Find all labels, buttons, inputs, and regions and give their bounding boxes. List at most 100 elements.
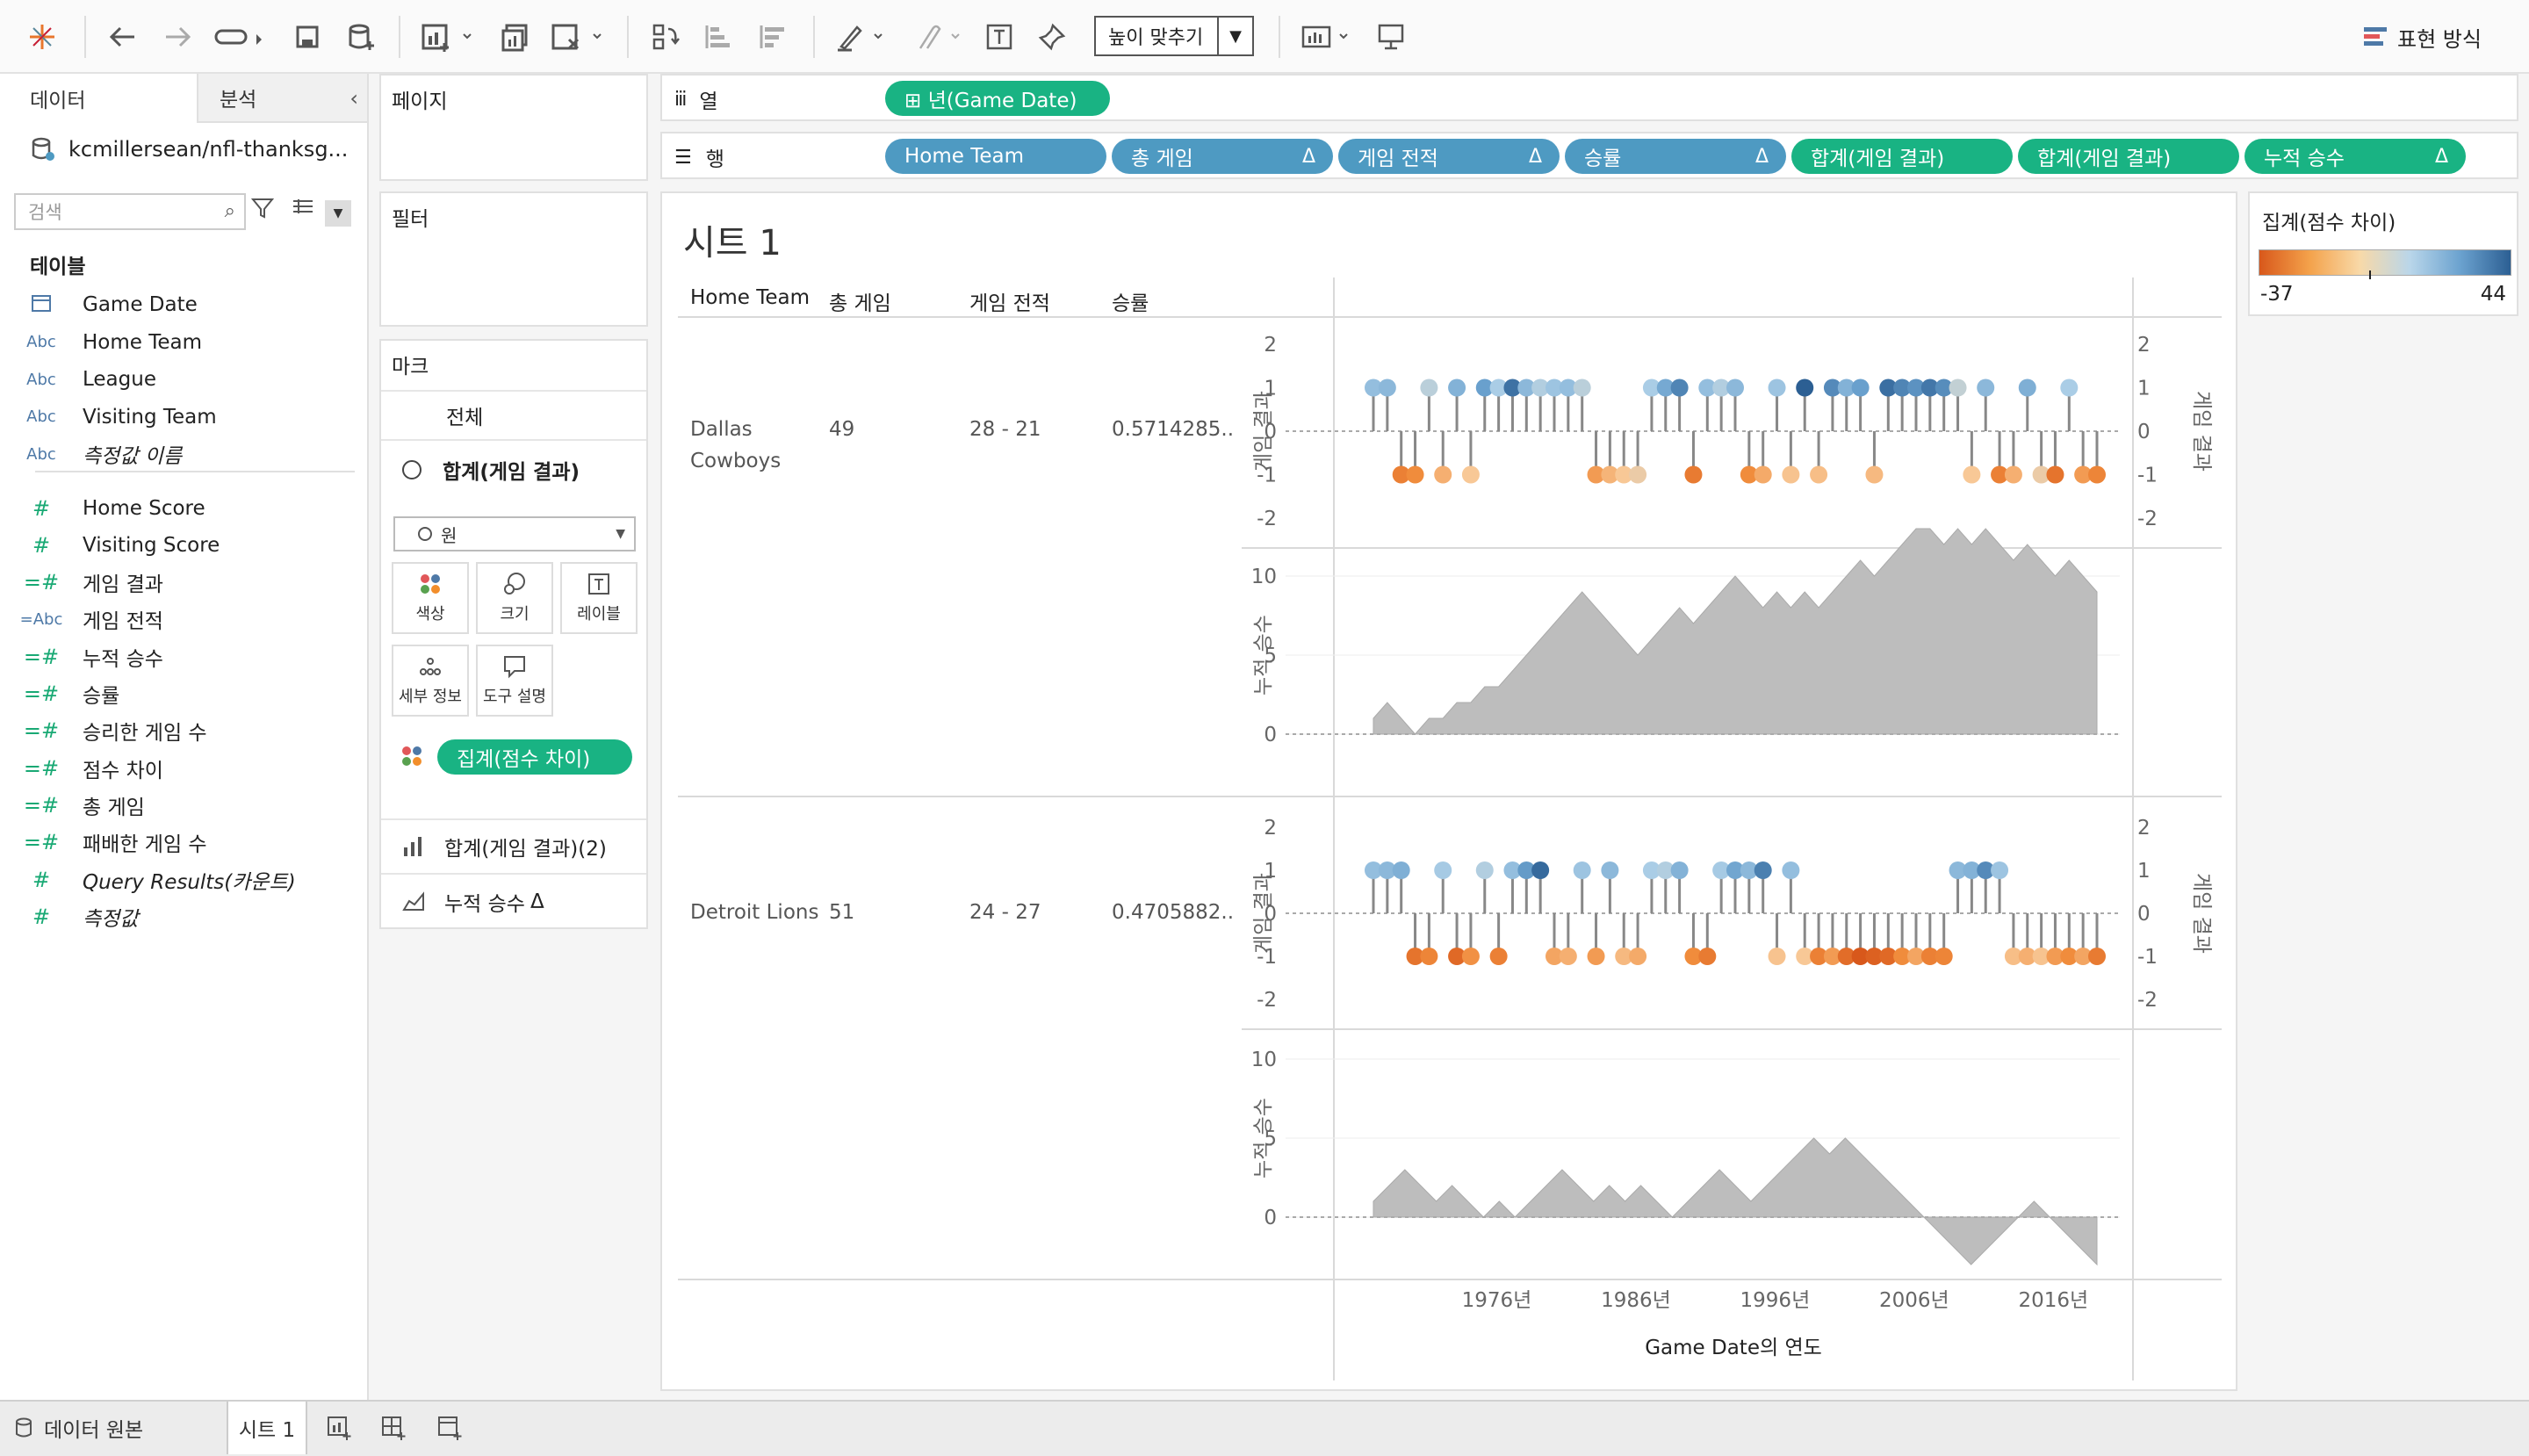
result-point[interactable] xyxy=(1406,465,1424,484)
result-point[interactable] xyxy=(1823,378,1841,397)
redo-icon[interactable] xyxy=(156,18,198,56)
result-point[interactable] xyxy=(1810,948,1828,965)
sort-descending-icon[interactable] xyxy=(752,18,794,56)
result-point[interactable] xyxy=(1963,465,1981,484)
result-point[interactable] xyxy=(1573,378,1591,397)
rows-shelf[interactable]: ☰ 행 Home Team 총 게임 Δ 게임 전적 Δ 승률 Δ 합계(게임 결과) 합계(게… xyxy=(660,132,2518,179)
header-home-team[interactable]: Home Team xyxy=(690,286,811,309)
total-games-value[interactable]: 51 xyxy=(829,901,855,924)
result-point[interactable] xyxy=(1517,378,1536,397)
result-point[interactable] xyxy=(1879,378,1898,397)
result-point[interactable] xyxy=(1392,861,1410,879)
result-point[interactable] xyxy=(1920,948,1939,965)
result-point[interactable] xyxy=(1851,948,1870,965)
field-item[interactable]: Abc Home Team xyxy=(0,326,367,359)
new-datasource-icon[interactable] xyxy=(341,18,383,56)
marks-layer-cumulative[interactable]: 누적 승수 Δ xyxy=(381,875,646,929)
result-point[interactable] xyxy=(2018,378,2036,397)
result-point[interactable] xyxy=(2004,465,2022,484)
result-point[interactable] xyxy=(1406,948,1424,965)
highlight-icon[interactable] xyxy=(831,18,892,56)
result-point[interactable] xyxy=(1365,861,1382,879)
result-point[interactable] xyxy=(2032,948,2050,965)
search-input[interactable]: 검색 ⌕ xyxy=(14,193,246,230)
new-worksheet-tab-icon[interactable] xyxy=(321,1402,357,1454)
result-point[interactable] xyxy=(1559,948,1577,965)
row-pill[interactable]: 누적 승수 Δ xyxy=(2244,139,2466,174)
win-rate-value[interactable]: 0.4705882.. xyxy=(1112,901,1234,924)
field-item[interactable]: =# 패배한 게임 수 xyxy=(0,825,367,859)
result-point[interactable] xyxy=(1546,948,1563,965)
result-point[interactable] xyxy=(1365,378,1382,397)
field-item[interactable]: # Visiting Score xyxy=(0,529,367,562)
result-point[interactable] xyxy=(2088,948,2106,965)
swap-rows-columns-icon[interactable] xyxy=(645,18,687,56)
marks-layer-result[interactable]: 합계(게임 결과) xyxy=(381,443,646,497)
new-worksheet-icon[interactable] xyxy=(416,18,478,56)
field-item[interactable]: # Home Score xyxy=(0,492,367,525)
result-point[interactable] xyxy=(1475,378,1494,397)
field-item[interactable]: =# 총 게임 xyxy=(0,789,367,822)
result-point[interactable] xyxy=(1935,378,1953,397)
mark-type-dropdown[interactable]: 원 ▼ xyxy=(393,516,636,551)
result-point[interactable] xyxy=(1587,948,1605,965)
result-point[interactable] xyxy=(1615,465,1633,484)
row-pill[interactable]: 합계(게임 결과) xyxy=(2018,139,2239,174)
result-point[interactable] xyxy=(1726,378,1744,397)
result-point[interactable] xyxy=(1531,861,1550,879)
field-item[interactable]: # Query Results(카운트) xyxy=(0,863,367,897)
pin-icon[interactable] xyxy=(1031,18,1073,56)
result-point[interactable] xyxy=(1893,378,1912,397)
result-point[interactable] xyxy=(1768,948,1786,965)
new-dashboard-tab-icon[interactable] xyxy=(376,1402,411,1454)
detail-button[interactable]: 세부 정보 xyxy=(392,645,469,717)
result-point[interactable] xyxy=(1601,465,1619,484)
result-point[interactable] xyxy=(1517,861,1536,879)
sheet-title[interactable]: 시트 1 xyxy=(683,223,782,263)
result-point[interactable] xyxy=(1837,378,1855,397)
result-point[interactable] xyxy=(1935,948,1953,965)
undo-icon[interactable] xyxy=(102,18,144,56)
result-point[interactable] xyxy=(2046,465,2064,484)
tab-data[interactable]: 데이터 xyxy=(0,74,198,123)
result-point[interactable] xyxy=(2074,465,2093,484)
result-point[interactable] xyxy=(1949,378,1967,397)
result-point[interactable] xyxy=(1461,465,1480,484)
result-point[interactable] xyxy=(1907,948,1925,965)
result-point[interactable] xyxy=(1949,861,1967,879)
clear-sheet-icon[interactable] xyxy=(546,18,608,56)
result-point[interactable] xyxy=(1684,948,1703,965)
result-point[interactable] xyxy=(1392,465,1410,484)
size-button[interactable]: 크기 xyxy=(476,562,553,634)
result-point[interactable] xyxy=(1698,948,1717,965)
result-point[interactable] xyxy=(1991,861,2009,879)
result-point[interactable] xyxy=(1434,861,1452,879)
present-mode-icon[interactable] xyxy=(1370,18,1412,56)
result-point[interactable] xyxy=(1642,378,1661,397)
field-item[interactable]: =# 승리한 게임 수 xyxy=(0,714,367,747)
data-source[interactable]: kcmillersean/nfl-thanksg... xyxy=(30,130,348,169)
field-item[interactable]: Game Date xyxy=(0,288,367,321)
result-point[interactable] xyxy=(1601,861,1619,879)
team-name-line1[interactable]: Detroit Lions xyxy=(690,901,819,924)
cumulative-wins-area[interactable] xyxy=(1373,528,2098,735)
result-point[interactable] xyxy=(1656,378,1675,397)
field-item[interactable]: Abc League xyxy=(0,363,367,396)
result-point[interactable] xyxy=(2032,465,2050,484)
result-point[interactable] xyxy=(1754,861,1772,879)
result-point[interactable] xyxy=(1573,861,1591,879)
marks-layer-result2[interactable]: 합계(게임 결과)(2) xyxy=(381,820,646,875)
header-total-games[interactable]: 총 게임 xyxy=(829,292,891,315)
result-point[interactable] xyxy=(1615,948,1633,965)
total-games-value[interactable]: 49 xyxy=(829,418,855,441)
replay-icon[interactable] xyxy=(209,18,270,56)
result-point[interactable] xyxy=(1448,948,1466,965)
result-point[interactable] xyxy=(1991,465,2009,484)
column-pill-year-game-date[interactable]: ⊞ 년(Game Date) xyxy=(885,81,1110,116)
result-point[interactable] xyxy=(1893,948,1912,965)
columns-shelf[interactable]: iii 열 ⊞ 년(Game Date) xyxy=(660,74,2518,121)
result-point[interactable] xyxy=(1587,465,1605,484)
result-point[interactable] xyxy=(1796,378,1814,397)
team-name-line1[interactable]: Dallas xyxy=(690,418,753,441)
